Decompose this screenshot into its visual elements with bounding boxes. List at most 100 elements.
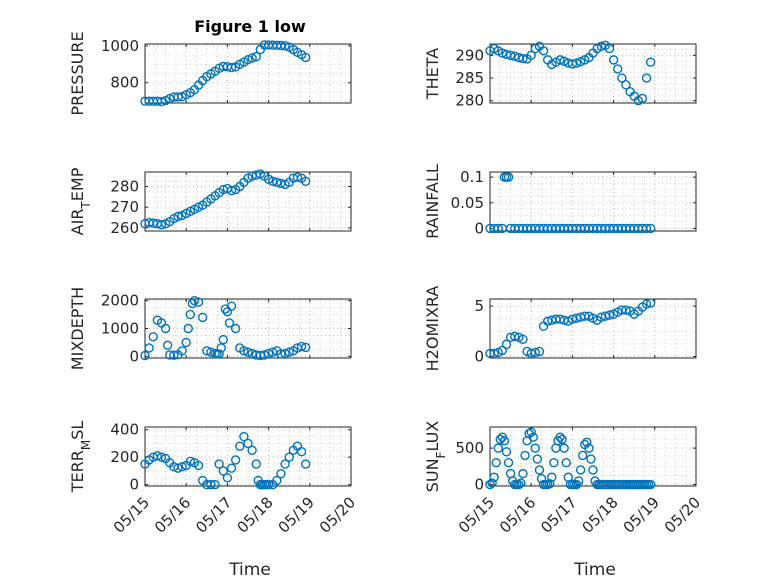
data-point — [617, 73, 627, 83]
data-point — [575, 465, 586, 475]
y-axis-label-suffix: EMP — [68, 167, 87, 201]
panel-pressure: 800 1000 PRESSURE — [68, 31, 352, 116]
y-axis-label-main: THETA — [423, 48, 442, 100]
x-tick-label: 05/19 — [275, 493, 318, 536]
x-tick-label: 05/19 — [620, 493, 663, 536]
data-point — [526, 427, 536, 437]
data-point — [499, 436, 510, 446]
data-point — [226, 62, 237, 73]
data-point — [206, 479, 216, 490]
data-point — [571, 58, 582, 68]
data-point — [210, 479, 220, 490]
data-point — [216, 343, 226, 353]
data-point — [226, 301, 237, 311]
y-axis-label: TERRMSL — [68, 421, 93, 494]
data-point — [247, 171, 257, 181]
data-point — [230, 455, 241, 465]
data-point — [284, 347, 294, 357]
data-point — [641, 299, 652, 309]
data-point — [578, 450, 588, 461]
y-axis-label-main: RAINFALL — [423, 164, 442, 239]
y-tick-label: 0.1 — [460, 168, 484, 186]
data-point — [557, 434, 567, 445]
data-point — [193, 297, 204, 307]
data-point — [510, 51, 520, 61]
x-tick-label: 05/20 — [316, 493, 359, 536]
data-point — [621, 80, 631, 90]
y-tick-label: 1000 — [101, 37, 139, 55]
y-tick-label: 290 — [455, 46, 484, 64]
data-point — [641, 73, 652, 83]
data-point — [641, 223, 652, 234]
data-point — [489, 472, 499, 482]
data-point — [300, 52, 311, 63]
data-point — [621, 305, 631, 315]
data-point — [300, 459, 311, 469]
y-tick-label: 280 — [455, 92, 484, 110]
data-point — [243, 438, 253, 449]
axes-box — [144, 426, 352, 487]
data-point — [160, 323, 171, 334]
data-point — [197, 312, 208, 323]
data-point — [173, 463, 183, 473]
y-axis-label: RAINFALL — [423, 164, 442, 239]
data-point — [152, 451, 163, 461]
data-point — [169, 350, 179, 360]
data-point — [545, 479, 555, 489]
y-axis-label-main: H2OMIXRA — [423, 286, 442, 372]
y-axis-label-main: TERR — [68, 450, 87, 493]
data-point — [185, 456, 196, 467]
data-point — [263, 479, 274, 490]
panel-mixdepth: 0 1000 2000 MIXDEPTH — [68, 287, 352, 370]
data-point — [177, 462, 187, 472]
data-point — [613, 64, 623, 74]
data-point — [280, 348, 290, 359]
data-point — [230, 323, 241, 334]
x-tick-label: 05/15 — [110, 493, 153, 536]
data-point — [637, 93, 648, 104]
x-axis-label-right: Time — [573, 560, 616, 580]
y-tick-label: 285 — [455, 69, 484, 87]
x-tick-label: 05/18 — [578, 493, 621, 536]
data-point — [501, 339, 512, 350]
y-axis-label-main: SUN — [423, 458, 442, 492]
data-point — [214, 349, 224, 359]
data-point — [538, 46, 549, 56]
panel-h2omixra: 0 5 H2OMIXRA — [423, 286, 697, 372]
data-point — [596, 41, 606, 51]
data-point — [510, 331, 520, 342]
data-point — [226, 185, 237, 196]
data-point — [144, 343, 154, 353]
data-point — [156, 452, 167, 462]
y-axis-label: THETA — [423, 48, 442, 100]
data-point — [239, 431, 249, 442]
data-point — [608, 55, 619, 65]
x-tick-label: 05/20 — [661, 493, 704, 536]
y-tick-label: 5 — [474, 297, 484, 315]
data-point — [259, 350, 270, 360]
data-point — [532, 454, 543, 464]
data-point — [235, 441, 245, 451]
data-point — [493, 443, 503, 453]
y-tick-label: 1000 — [101, 320, 139, 338]
axes-box — [489, 43, 697, 104]
data-point — [489, 348, 499, 359]
y-tick-label: 0.05 — [451, 194, 484, 212]
figure-title: Figure 1 low — [194, 17, 306, 36]
data-point — [193, 460, 204, 471]
data-point — [272, 177, 282, 188]
data-point — [185, 309, 196, 320]
data-point — [280, 459, 290, 469]
x-axis-label-left: Time — [228, 560, 271, 580]
data-point — [530, 443, 541, 453]
y-tick-label: 200 — [110, 448, 139, 466]
data-point — [156, 96, 167, 107]
data-point — [183, 323, 193, 334]
axes-box — [489, 171, 697, 232]
y-axis-label-main: MIXDEPTH — [68, 287, 87, 370]
y-axis-label: AIRTEMP — [68, 167, 93, 235]
data-point — [268, 176, 278, 187]
